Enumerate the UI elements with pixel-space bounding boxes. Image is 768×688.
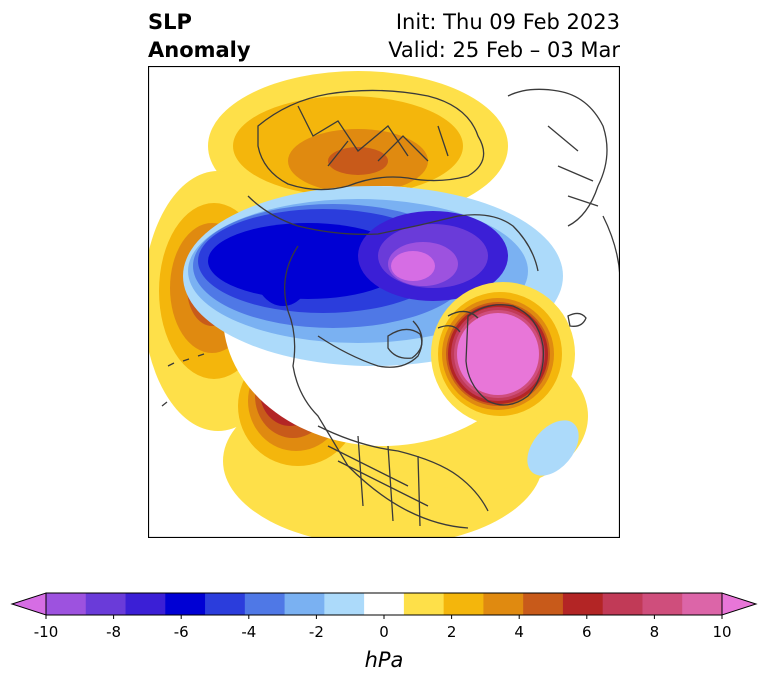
colorbar-tick-label: -6 xyxy=(174,623,189,641)
colorbar-svg: -10 -8 -6 -4 -2 0 2 4 6 8 10 hPa xyxy=(10,592,758,672)
colorbar-tick-label: -10 xyxy=(34,623,59,641)
colorbar-swatch xyxy=(324,593,365,615)
colorbar-tick-label: -2 xyxy=(309,623,324,641)
greenland-high-contours xyxy=(431,282,575,426)
colorbar-swatch xyxy=(284,593,325,615)
colorbar-tick-label: -8 xyxy=(106,623,121,641)
map-svg xyxy=(147,65,621,539)
colorbar-swatch xyxy=(125,593,166,615)
colorbar-unit-label: hPa xyxy=(365,648,404,672)
title-left: SLP Anomaly xyxy=(148,8,251,64)
init-date: Init: Thu 09 Feb 2023 xyxy=(395,10,620,34)
colorbar-swatch xyxy=(602,593,643,615)
colorbar-swatch xyxy=(364,593,405,615)
colorbar-tick-label: 8 xyxy=(650,623,660,641)
colorbar-swatch xyxy=(682,593,723,615)
valid-range: Valid: 25 Feb – 03 Mar xyxy=(388,38,620,62)
north-atlantic-low-contour xyxy=(527,420,579,476)
barents-low-contours xyxy=(358,211,508,301)
colorbar-tick-label: 0 xyxy=(379,623,389,641)
colorbar-tick-label: -4 xyxy=(241,623,256,641)
title-anomaly: Anomaly xyxy=(148,38,251,62)
colorbar-swatch xyxy=(443,593,484,615)
colorbar-swatch xyxy=(642,593,683,615)
colorbar-tick-label: 10 xyxy=(712,623,731,641)
colorbar-tick-label: 6 xyxy=(582,623,592,641)
colorbar-swatch xyxy=(483,593,524,615)
title-right: Init: Thu 09 Feb 2023 Valid: 25 Feb – 03… xyxy=(388,8,620,64)
colorbar-tick-label: 4 xyxy=(514,623,524,641)
colorbar-swatch xyxy=(205,593,246,615)
colorbar: -10 -8 -6 -4 -2 0 2 4 6 8 10 hPa xyxy=(0,585,768,684)
colorbar-tick-label: 2 xyxy=(447,623,457,641)
colorbar-swatch xyxy=(523,593,564,615)
colorbar-swatch xyxy=(85,593,127,615)
colorbar-swatch xyxy=(165,593,206,615)
map-panel xyxy=(147,65,621,539)
colorbar-extend-max xyxy=(721,592,758,616)
colorbar-swatch xyxy=(562,593,604,615)
colorbar-swatch xyxy=(46,593,87,615)
colorbar-extend-min xyxy=(10,592,47,616)
title-slp: SLP xyxy=(148,10,192,34)
colorbar-swatch xyxy=(403,593,445,615)
anomaly-field xyxy=(148,71,620,538)
colorbar-swatch xyxy=(244,593,286,615)
